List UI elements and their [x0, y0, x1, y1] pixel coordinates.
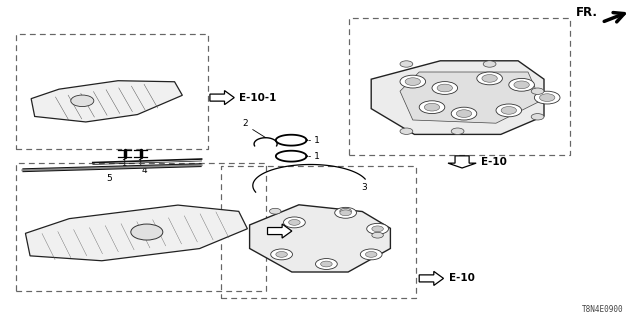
- Polygon shape: [448, 156, 476, 168]
- Circle shape: [501, 107, 516, 114]
- Text: 1: 1: [121, 159, 126, 168]
- Text: 2: 2: [243, 119, 248, 128]
- Circle shape: [400, 61, 413, 67]
- Circle shape: [367, 223, 388, 234]
- Circle shape: [284, 217, 305, 228]
- Text: FR.: FR.: [576, 6, 598, 19]
- Circle shape: [483, 61, 496, 67]
- Text: E-10: E-10: [449, 273, 474, 284]
- Polygon shape: [419, 271, 444, 285]
- Polygon shape: [31, 81, 182, 122]
- Polygon shape: [400, 72, 541, 123]
- Text: E-10-1: E-10-1: [239, 92, 276, 103]
- Circle shape: [276, 252, 287, 257]
- Circle shape: [477, 72, 502, 85]
- Polygon shape: [268, 224, 292, 238]
- Text: T8N4E0900: T8N4E0900: [582, 305, 624, 314]
- Bar: [349, 18, 570, 155]
- Text: - 1: - 1: [308, 136, 321, 145]
- Circle shape: [451, 128, 464, 134]
- Polygon shape: [26, 205, 248, 261]
- Circle shape: [269, 208, 281, 214]
- Text: 4: 4: [141, 166, 147, 175]
- Text: 3: 3: [362, 183, 367, 192]
- Circle shape: [400, 75, 426, 88]
- Circle shape: [496, 104, 522, 117]
- Circle shape: [71, 95, 94, 107]
- Circle shape: [419, 101, 445, 114]
- Circle shape: [400, 128, 413, 134]
- Text: 5: 5: [106, 174, 111, 183]
- Circle shape: [424, 103, 440, 111]
- Text: E-10-1: E-10-1: [297, 226, 334, 236]
- Bar: [16, 163, 266, 291]
- Bar: [221, 166, 416, 298]
- Circle shape: [531, 114, 544, 120]
- Circle shape: [360, 249, 382, 260]
- Circle shape: [335, 207, 356, 218]
- Circle shape: [340, 210, 351, 216]
- Text: 1: 1: [137, 159, 142, 168]
- Circle shape: [365, 252, 377, 257]
- Text: E-10: E-10: [481, 157, 507, 167]
- Circle shape: [131, 224, 163, 240]
- Circle shape: [432, 82, 458, 94]
- Bar: [16, 34, 208, 149]
- Circle shape: [514, 81, 529, 89]
- Circle shape: [451, 107, 477, 120]
- Bar: [349, 18, 570, 155]
- Circle shape: [372, 232, 383, 238]
- Circle shape: [482, 75, 497, 82]
- Polygon shape: [210, 91, 234, 105]
- Circle shape: [340, 208, 351, 214]
- Bar: [16, 34, 208, 149]
- Bar: [221, 166, 416, 298]
- Circle shape: [509, 78, 534, 91]
- Bar: [16, 163, 266, 291]
- Polygon shape: [371, 61, 544, 134]
- Circle shape: [316, 259, 337, 269]
- Circle shape: [540, 94, 555, 101]
- Circle shape: [372, 226, 383, 232]
- Circle shape: [271, 249, 292, 260]
- Circle shape: [437, 84, 452, 92]
- Circle shape: [321, 261, 332, 267]
- Circle shape: [534, 91, 560, 104]
- Polygon shape: [250, 205, 390, 272]
- Circle shape: [289, 220, 300, 225]
- Circle shape: [531, 88, 544, 94]
- Text: - 1: - 1: [308, 152, 321, 161]
- Circle shape: [456, 110, 472, 117]
- Circle shape: [405, 78, 420, 85]
